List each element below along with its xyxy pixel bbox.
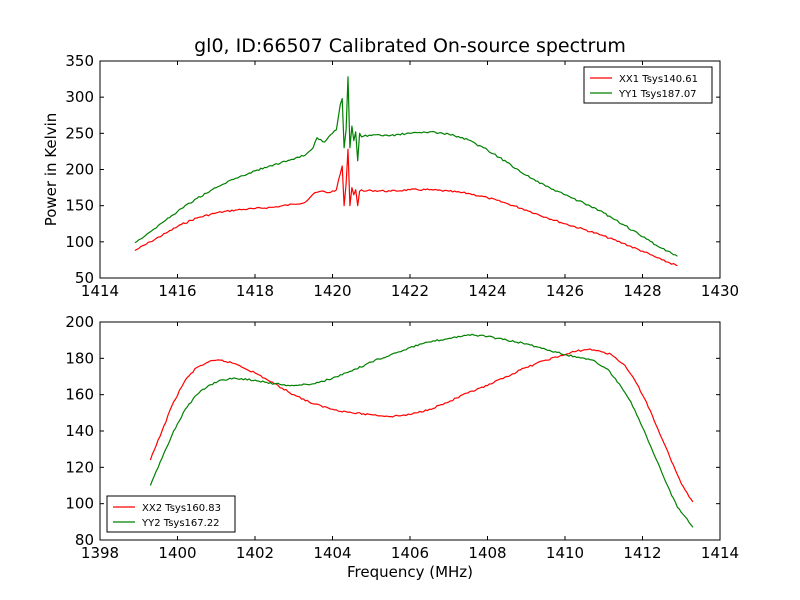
x-tick-label: 1402 — [236, 544, 274, 562]
y-tick-label: 140 — [65, 422, 94, 440]
x-tick-label: 1420 — [313, 282, 351, 300]
y-tick-label: 80 — [75, 531, 94, 549]
y-tick-label: 300 — [65, 88, 94, 106]
y-tick-label: 200 — [65, 161, 94, 179]
x-tick-label: 1426 — [546, 282, 584, 300]
legend-box — [583, 66, 713, 104]
y-tick-label: 250 — [65, 124, 94, 142]
legend-box — [106, 495, 236, 533]
y-tick-label: 100 — [65, 495, 94, 513]
x-tick-label: 1414 — [81, 282, 119, 300]
series-line-1-2 — [134, 76, 678, 257]
x-tick-label: 1416 — [158, 282, 196, 300]
y-tick-label: 350 — [65, 52, 94, 70]
y-tick-label: 200 — [65, 313, 94, 331]
x-tick-label: 1424 — [468, 282, 506, 300]
series-line-1-1 — [134, 148, 678, 267]
legend-entry: YY2 Tsys167.22 — [141, 518, 220, 529]
x-tick-label: 1398 — [81, 544, 119, 562]
x-axis-label: Frequency (MHz) — [347, 563, 473, 581]
figure-title: gl0, ID:66507 Calibrated On-source spect… — [194, 35, 626, 57]
y-tick-label: 180 — [65, 349, 94, 367]
top-axes: 1414 1416 1418 1420 1422 1424 1426 1428 1430 50 10… — [42, 52, 739, 300]
x-tick-label: 1430 — [701, 282, 739, 300]
y-tick-label: 120 — [65, 458, 94, 476]
x-tick-label: 1404 — [313, 544, 351, 562]
bottom-axes: 1398 1400 1402 1404 1406 1408 1410 1412 1414 80 10… — [65, 313, 739, 581]
legend-entry: XX1 Tsys140.61 — [619, 74, 698, 85]
y-tick-label: 50 — [75, 269, 94, 287]
series-line-2-1 — [149, 348, 694, 503]
legend-entry: YY1 Tsys187.07 — [618, 89, 697, 100]
legend: XX1 Tsys140.61 YY1 Tsys187.07 — [583, 66, 713, 104]
x-tick-label: 1406 — [391, 544, 429, 562]
x-tick-label: 1410 — [546, 544, 584, 562]
legend-entry: XX2 Tsys160.83 — [142, 503, 221, 514]
x-tick-label: 1422 — [391, 282, 429, 300]
x-tick-label: 1400 — [158, 544, 196, 562]
x-tick-label: 1412 — [623, 544, 661, 562]
legend: XX2 Tsys160.83 YY2 Tsys167.22 — [106, 495, 236, 533]
y-axis-label: Power in Kelvin — [42, 113, 60, 227]
x-tick-label: 1428 — [623, 282, 661, 300]
y-tick-label: 160 — [65, 386, 94, 404]
x-tick-label: 1408 — [468, 544, 506, 562]
x-tick-label: 1414 — [701, 544, 739, 562]
series-line-2-2 — [149, 333, 694, 528]
y-tick-label: 100 — [65, 233, 94, 251]
y-tick-label: 150 — [65, 197, 94, 215]
x-tick-label: 1418 — [236, 282, 274, 300]
